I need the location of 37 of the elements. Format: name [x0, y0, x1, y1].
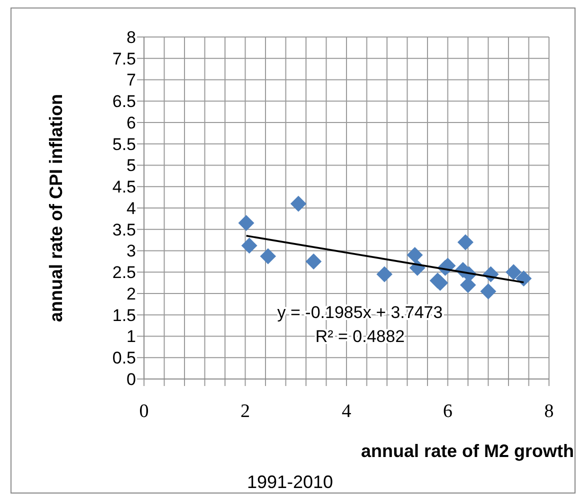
point: [406, 247, 423, 264]
x-tick-label: 6: [443, 401, 452, 422]
y-tick-label: 2.5: [112, 263, 136, 282]
point: [260, 248, 276, 264]
point: [306, 253, 322, 270]
y-tick-label: 6: [126, 113, 136, 132]
point: [480, 283, 496, 300]
x-tick-label: 4: [342, 401, 352, 422]
text: 1991-2010: [246, 472, 334, 492]
point: [241, 238, 258, 254]
y-tick-label: 5.5: [112, 134, 136, 154]
y-tick-label: 4.5: [112, 178, 136, 197]
y-tick-label: 1: [126, 327, 136, 346]
y-tick-label: 3: [126, 242, 136, 261]
point: [506, 264, 522, 280]
y-tick-label: 1.5: [112, 306, 136, 325]
point: [238, 214, 254, 231]
y-axis-title: annual rate of CPI inflation: [46, 94, 66, 322]
y-tick-label: 3.5: [112, 220, 136, 240]
y-tick-label: 0.5: [112, 348, 136, 368]
y-tick-label: 7.5: [112, 49, 136, 68]
annotation: y = -0.1985x + 3.7473: [277, 303, 443, 322]
y-tick-label: 4: [126, 198, 136, 218]
y-tick-label: 8: [126, 28, 136, 47]
x-tick-label: 2: [240, 401, 250, 422]
y-tick-label: 0: [126, 370, 136, 389]
y-tick-label: 2: [126, 284, 136, 304]
point: [290, 196, 306, 212]
y-tick-label: 6.5: [112, 92, 136, 112]
annotation: R² = 0.4882: [315, 327, 405, 346]
x-axis-title: annual rate of M2 growth: [360, 441, 574, 461]
y-tick-label: 7: [126, 70, 136, 90]
point: [376, 266, 392, 282]
y-tick-label: 5: [126, 156, 136, 176]
x-tick-label: 8: [544, 401, 554, 422]
point: [516, 270, 532, 287]
point: [457, 234, 474, 250]
